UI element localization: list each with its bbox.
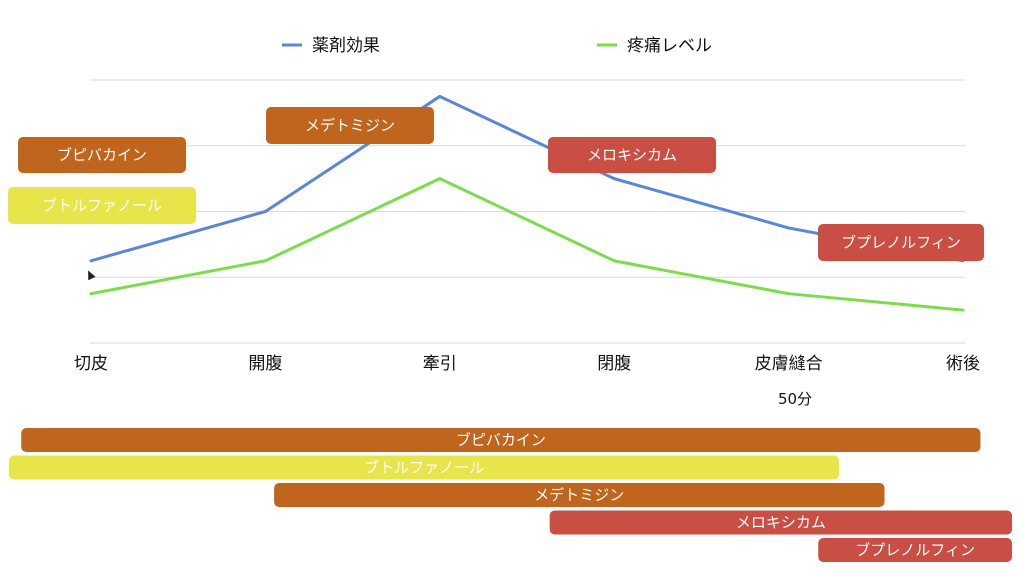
annotation-box xyxy=(818,224,984,261)
data-point xyxy=(787,292,791,296)
x-tick-label: 皮膚縫合 xyxy=(755,354,823,374)
annotation-label: メデトミジン xyxy=(305,117,395,135)
timeline-bar-label: ブピバカイン xyxy=(456,431,546,449)
data-point xyxy=(787,226,791,230)
data-point xyxy=(263,259,267,263)
timeline-bar xyxy=(21,428,981,452)
x-tick-label: 牽引 xyxy=(423,354,457,374)
data-point xyxy=(961,308,965,312)
annotation-box xyxy=(266,107,434,144)
timeline-bar xyxy=(549,510,1012,535)
annotation-label: メロキシカム xyxy=(587,146,677,164)
annotation-label: ブトルファノール xyxy=(42,197,162,215)
timeline-bar-label: ブプレノルフィン xyxy=(855,541,975,559)
duration-label: 50分 xyxy=(778,390,812,408)
x-tick-label: 術後 xyxy=(946,354,980,374)
series-line-疼痛レベル xyxy=(90,177,964,312)
data-point xyxy=(612,177,616,181)
annotation-label: ブプレノルフィン xyxy=(841,234,961,252)
timeline-bar xyxy=(9,455,840,480)
data-point xyxy=(438,177,442,181)
series-line-薬剤効果 xyxy=(90,94,964,263)
data-point xyxy=(263,210,267,213)
timeline-bar-label: メデトミジン xyxy=(534,486,624,504)
annotation-box xyxy=(8,187,196,224)
series-lines xyxy=(89,94,965,312)
data-point xyxy=(89,292,93,296)
legend-label: 薬剤効果 xyxy=(312,36,380,56)
annotation-box xyxy=(548,137,716,173)
annotation-box xyxy=(18,137,186,173)
data-point xyxy=(438,94,442,98)
timeline-bar-label: メロキシカム xyxy=(736,514,826,532)
x-axis-ticks: 切皮 開腹 牽引 閉腹 皮膚縫合 術後 xyxy=(74,354,980,374)
timeline-bar xyxy=(818,538,1012,562)
legend: 薬剤効果 疼痛レベル xyxy=(282,36,712,56)
timeline-bar xyxy=(274,483,885,507)
x-tick-label: 閉腹 xyxy=(597,354,631,374)
data-point xyxy=(612,259,616,263)
annotation-label: ブピバカイン xyxy=(57,146,147,164)
gridlines xyxy=(90,79,965,344)
legend-label: 疼痛レベル xyxy=(627,36,712,56)
data-point xyxy=(89,259,93,263)
x-tick-label: 開腹 xyxy=(248,354,282,374)
x-tick-label: 切皮 xyxy=(74,354,108,374)
timeline-bar-label: ブトルファノール xyxy=(364,459,484,477)
